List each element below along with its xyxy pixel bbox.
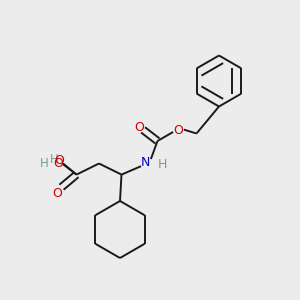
Text: O: O [54, 157, 63, 170]
Text: H: H [40, 157, 49, 170]
Text: O: O [135, 121, 144, 134]
Text: O: O [52, 187, 62, 200]
Text: H: H [157, 158, 167, 171]
Text: H: H [50, 153, 58, 166]
Text: O: O [55, 154, 64, 167]
Text: O: O [174, 124, 183, 137]
Text: N: N [141, 156, 150, 169]
